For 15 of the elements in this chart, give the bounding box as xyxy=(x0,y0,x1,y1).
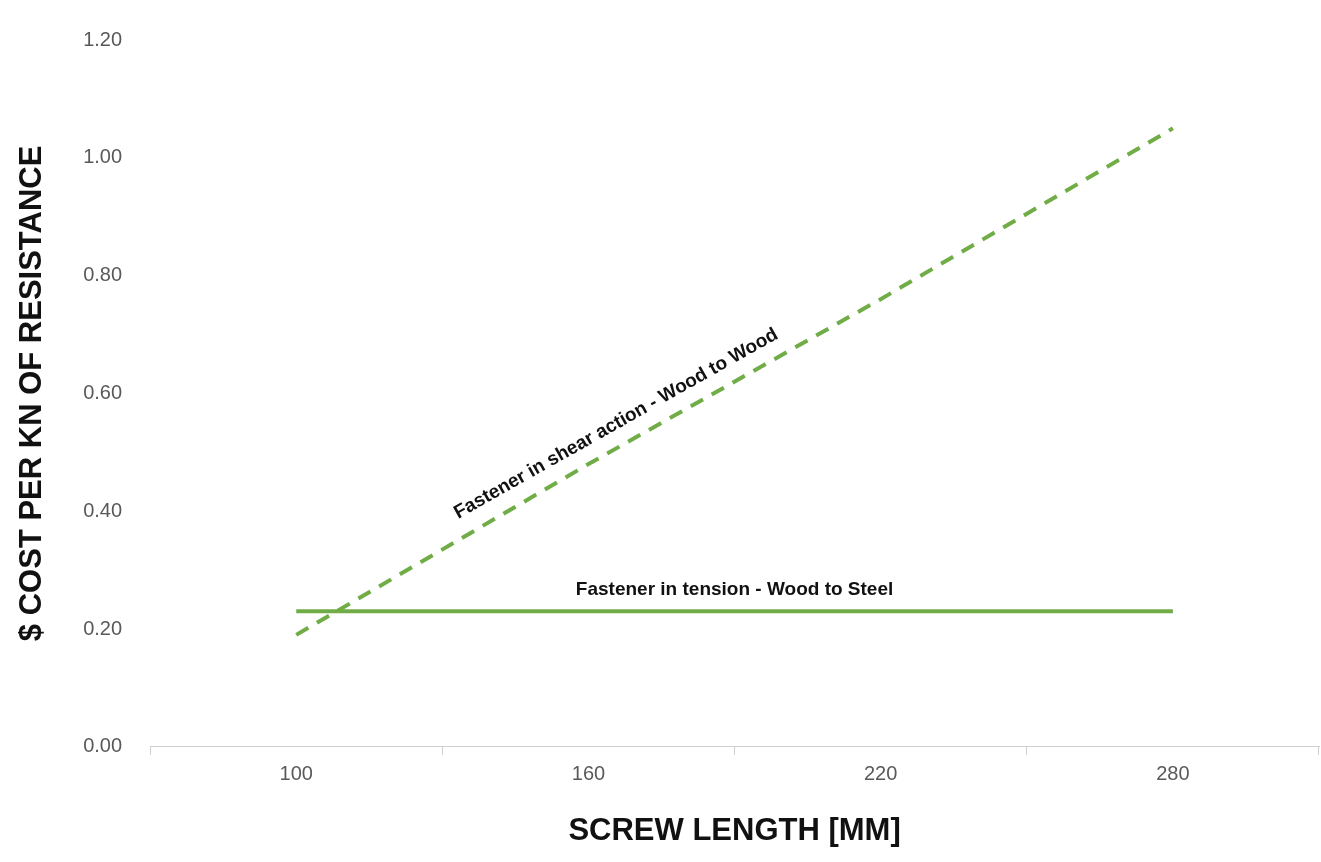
y-tick-label: 1.00 xyxy=(83,145,123,168)
series-label: Fastener in tension - Wood to Steel xyxy=(575,578,894,600)
y-tick-label: 0.80 xyxy=(83,263,123,286)
x-tick-label: 100 xyxy=(279,762,313,785)
x-tick-label: 220 xyxy=(863,762,898,785)
y-tick-label: 1.20 xyxy=(83,27,123,50)
y-tick-label: 0.00 xyxy=(83,734,123,757)
x-tick-label: 160 xyxy=(571,762,606,785)
x-tick-label: 280 xyxy=(1156,762,1190,785)
x-axis-title: SCREW LENGTH [MM] xyxy=(568,811,901,847)
y-tick-label: 0.60 xyxy=(83,380,123,403)
line-series xyxy=(294,126,1175,637)
y-tick-label: 0.20 xyxy=(83,616,123,639)
y-tick-label: 0.40 xyxy=(83,498,123,521)
y-axis-title: $ COST PER KN OF RESISTANCE xyxy=(13,145,49,642)
